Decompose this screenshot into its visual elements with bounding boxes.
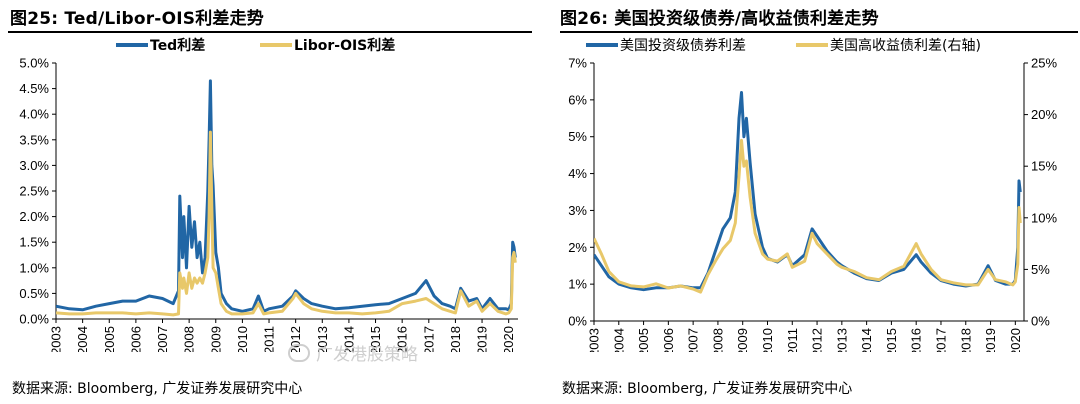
wechat-icon [288,344,310,362]
watermark-text: 广发港股策略 [316,345,418,365]
x-tick-label: 2017 [933,328,948,352]
x-tick-label: 2016 [909,328,924,352]
source-note: 数据来源: Bloomberg, 广发证券发展研究中心 [562,381,853,397]
series-line-primary [56,79,517,313]
x-tick-label: 2008 [182,326,197,352]
credit-spread-chart: 0% 1% 2% 3% 4% 5% 6% 7% 0% 5% 10% 15% 20% 25% 2003 2004… [568,37,1057,352]
y2-tick-label: 0% [1031,314,1050,329]
series-line-secondary [594,138,1022,294]
y-tick-label: 0.5% [19,286,49,301]
x-tick-label: 2018 [958,328,973,352]
x-tick-label: 2005 [636,328,651,352]
y-tick-label: 0% [568,314,587,329]
figure-26: 图26: 美国投资级债券/高收益债利差走势 0% 1% 2% 3% 4% 5% 6% 7% 0%… [550,0,1080,404]
y-tick-label: 5% [568,129,587,144]
x-tick-label: 2019 [983,328,998,352]
y2-tick-label: 15% [1031,159,1057,174]
source-note: 数据来源: Bloomberg, 广发证券发展研究中心 [12,381,303,397]
y-tick-label: 3.0% [19,158,49,173]
figure-title: 图26: 美国投资级债券/高收益债利差走势 [560,9,879,29]
x-tick-label: 2006 [128,326,143,352]
y-tick-label: 5.0% [19,56,49,71]
y-tick-label: 2.0% [19,209,49,224]
y-tick-label: 1.0% [19,260,49,275]
figure-title: 图25: Ted/Libor-OIS利差走势 [10,9,264,29]
legend-label: Libor-OIS利差 [294,37,395,54]
figure-25: 图25: Ted/Libor-OIS利差走势 0.0% 0.5% 1.0% 1.5% 2… [8,9,532,397]
x-tick-label: 2007 [686,328,701,352]
x-tick-label: 2015 [368,326,383,352]
x-tick-label: 2018 [448,326,463,352]
y-tick-label: 1.5% [19,235,49,250]
x-tick-label: 2020 [1008,328,1023,352]
title-rule [8,31,532,33]
y-tick-label: 3.5% [19,132,49,147]
x-tick-label: 2013 [834,328,849,352]
legend-label: Ted利差 [150,37,205,54]
x-tick-label: 2011 [785,328,800,352]
y-tick-label: 4.5% [19,81,49,96]
x-tick-label: 2019 [475,326,490,352]
legend-label: 美国高收益债利差(右轴) [830,37,981,54]
x-tick-label: 2013 [315,326,330,352]
series-line-primary [594,91,1022,292]
y-tick-label: 4.0% [19,107,49,122]
x-tick-label: 2007 [155,326,170,352]
y2-tick-label: 10% [1031,210,1057,225]
x-tick-label: 2009 [735,328,750,352]
x-tick-label: 2004 [75,326,90,352]
y-tick-label: 1% [568,277,587,292]
x-tick-label: 2020 [501,326,516,352]
x-tick-label: 2016 [395,326,410,352]
x-tick-label: 2009 [208,326,223,352]
x-tick-label: 2005 [102,326,117,352]
x-tick-label: 2017 [421,326,436,352]
x-tick-label: 2014 [859,328,874,352]
y2-tick-label: 25% [1031,56,1057,71]
x-tick-label: 2008 [710,328,725,352]
y-tick-label: 7% [568,56,587,71]
x-tick-label: 2012 [810,328,825,352]
x-tick-label: 2004 [611,328,626,352]
series-line-secondary [56,130,517,317]
x-tick-label: 2003 [49,326,64,352]
legend-label: 美国投资级债券利差 [620,38,746,54]
x-tick-label: 2006 [661,328,676,352]
x-tick-label: 2003 [587,328,602,352]
ted-libor-ois-chart: 0.0% 0.5% 1.0% 1.5% 2.0% 2.5% 3.0% 3.5% 4.0% 4.5%… [19,37,518,352]
y-tick-label: 3% [568,203,587,218]
y-tick-label: 2.5% [19,184,49,199]
x-tick-label: 2010 [760,328,775,352]
y-tick-label: 6% [568,92,587,107]
y2-tick-label: 20% [1031,107,1057,122]
y-tick-label: 0.0% [19,312,49,327]
title-rule [560,31,1078,33]
x-tick-label: 2010 [235,326,250,352]
y2-tick-label: 5% [1031,262,1050,277]
x-tick-label: 2011 [262,326,277,352]
x-tick-label: 2014 [341,326,356,352]
y-tick-label: 4% [568,166,587,181]
x-tick-label: 2015 [884,328,899,352]
y-tick-label: 2% [568,240,587,255]
watermark: 广发港股策略 [288,340,418,365]
